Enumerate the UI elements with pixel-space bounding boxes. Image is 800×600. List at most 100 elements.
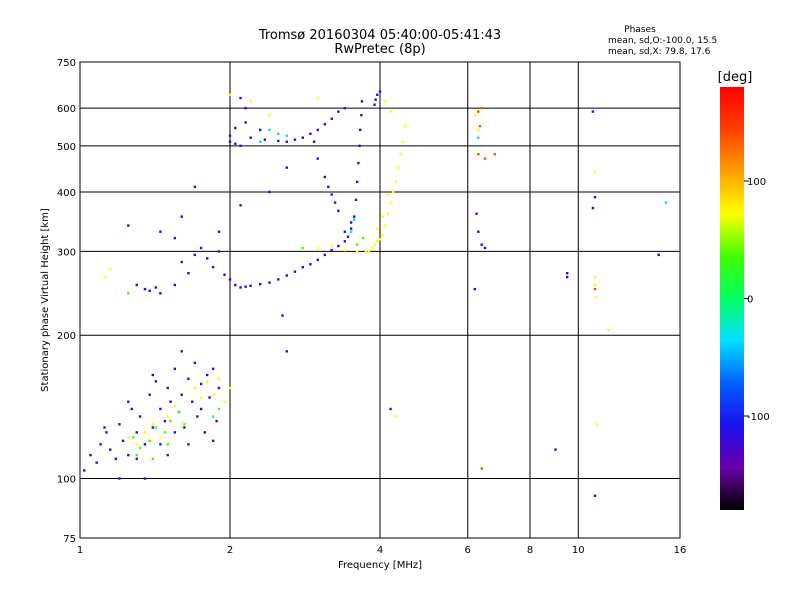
data-point [281, 314, 284, 317]
data-point [367, 250, 371, 253]
data-point [234, 283, 237, 287]
data-point [89, 453, 92, 457]
data-point [95, 461, 98, 464]
data-point [103, 275, 106, 279]
colorbar-tick-label: 0 [747, 295, 753, 306]
x-axis-ticks: 1 2 4 6 8 10 16 [77, 545, 687, 556]
data-point [330, 244, 333, 248]
data-point [169, 419, 172, 423]
data-point [483, 157, 487, 160]
data-point [593, 275, 597, 279]
data-point [118, 423, 121, 426]
data-point [343, 106, 347, 110]
data-point [376, 227, 379, 230]
data-point [477, 128, 480, 132]
data-point [593, 283, 597, 287]
data-point [159, 436, 162, 439]
data-point [343, 240, 347, 243]
x-tick-label: 1 [77, 545, 83, 556]
data-point [163, 431, 167, 434]
data-point [83, 469, 86, 472]
data-point [354, 198, 358, 202]
data-point [386, 193, 390, 196]
data-point [301, 265, 305, 269]
data-point [109, 448, 112, 451]
data-point [130, 407, 133, 411]
data-point [217, 407, 221, 411]
data-point [475, 212, 478, 215]
data-point [196, 415, 199, 418]
data-point [239, 96, 242, 100]
data-point [330, 248, 333, 252]
data-point [163, 419, 167, 423]
data-point [228, 278, 232, 281]
data-point [148, 289, 151, 292]
data-point [355, 250, 359, 253]
data-point [183, 426, 186, 429]
data-point [143, 443, 147, 446]
data-point [103, 426, 106, 429]
data-point [352, 218, 356, 221]
data-point [277, 278, 280, 281]
data-point [234, 126, 237, 130]
data-point [193, 253, 197, 257]
data-point [259, 283, 262, 286]
data-point [223, 273, 226, 276]
data-point [316, 96, 319, 100]
y-tick-label: 100 [57, 475, 76, 486]
data-point [234, 142, 237, 145]
data-point [285, 350, 288, 353]
data-point [173, 404, 177, 408]
data-point [99, 443, 102, 446]
x-tick-label: 6 [465, 545, 471, 556]
data-point [205, 373, 209, 377]
data-point [477, 230, 480, 233]
colorbar-tick-label: 100 [747, 177, 766, 188]
data-point [323, 123, 327, 126]
y-axis-ticks: 75 100 200 300 400 500 600 750 [57, 58, 76, 545]
data-point [259, 140, 262, 143]
y-tick-label: 300 [57, 247, 76, 258]
data-point [154, 426, 158, 429]
data-point [217, 250, 221, 253]
data-point [607, 328, 610, 332]
data-point [268, 113, 271, 117]
data-point [211, 393, 215, 396]
data-point [337, 244, 340, 248]
data-point [268, 190, 271, 194]
data-point [263, 138, 267, 141]
data-point [343, 248, 347, 252]
y-tick-label: 500 [57, 142, 76, 153]
data-point [159, 443, 162, 446]
data-point [370, 246, 373, 250]
data-point [148, 393, 151, 396]
data-point [259, 128, 262, 132]
data-point [121, 439, 125, 443]
data-point [349, 227, 353, 230]
data-point [389, 407, 392, 411]
data-point [151, 423, 155, 426]
data-point [143, 287, 147, 291]
y-axis-label: Stationary phase Virtual Height [km] [40, 208, 51, 392]
data-point [330, 117, 333, 120]
data-point [118, 477, 121, 480]
data-point [228, 386, 232, 390]
data-point [399, 153, 402, 156]
data-point [205, 257, 209, 260]
data-point [401, 140, 405, 143]
data-point [244, 106, 247, 110]
data-point [135, 457, 138, 461]
data-point [199, 246, 203, 250]
data-point [346, 235, 350, 238]
data-point [376, 93, 379, 96]
data-point [554, 448, 557, 451]
x-tick-label: 2 [227, 545, 233, 556]
data-point [373, 103, 376, 106]
data-point [143, 431, 147, 434]
data-point [249, 136, 252, 139]
data-point [135, 443, 138, 446]
y-tick-label: 200 [57, 331, 76, 342]
data-point [166, 453, 169, 457]
data-point [180, 350, 183, 353]
data-point [135, 283, 138, 287]
